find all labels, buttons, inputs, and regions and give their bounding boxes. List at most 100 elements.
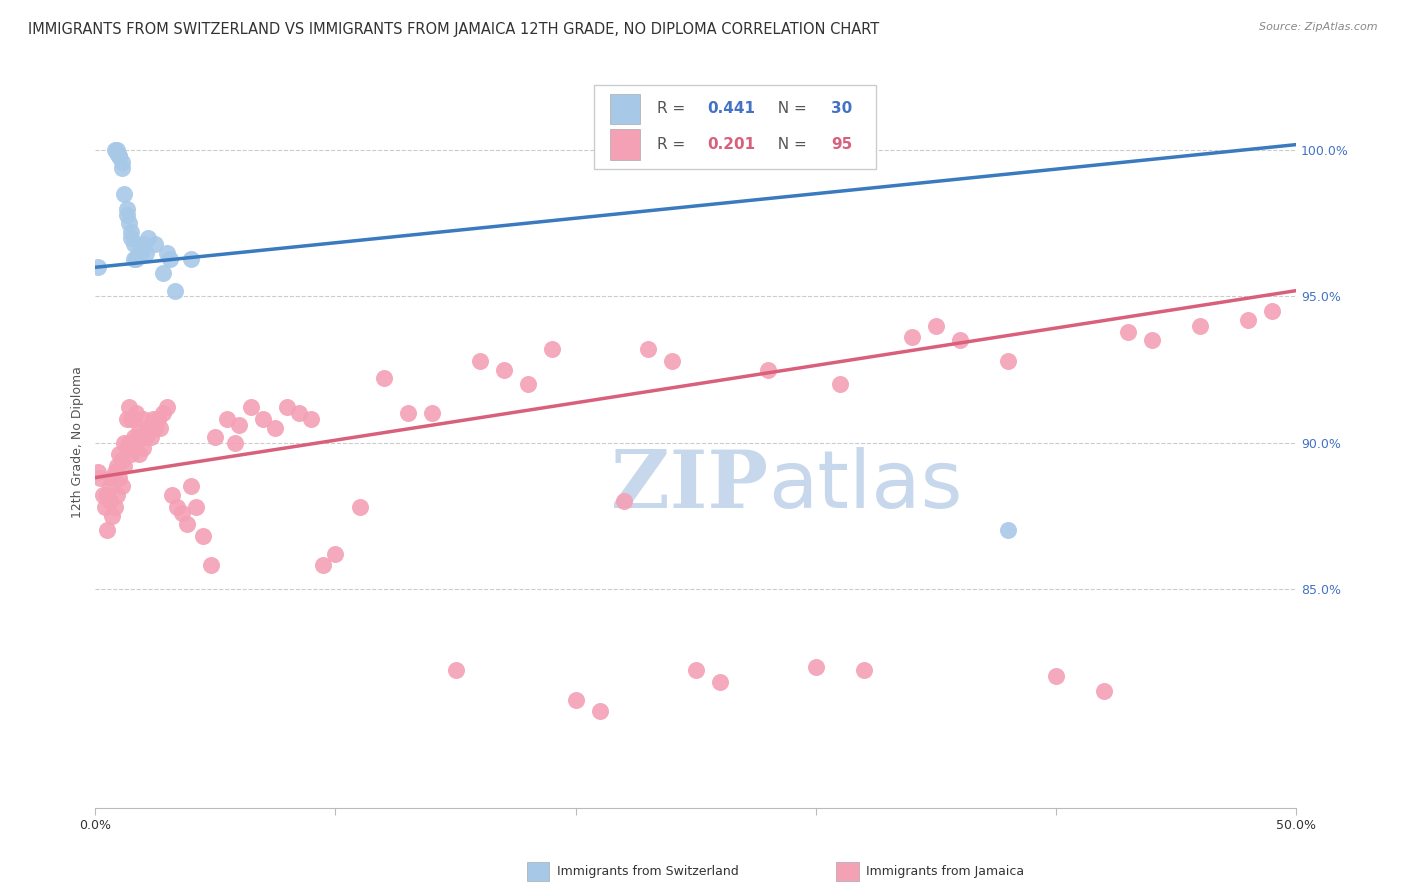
- Point: [108, 149, 131, 163]
- Point: [240, 401, 263, 415]
- Point: [120, 447, 142, 461]
- Point: [204, 430, 226, 444]
- Point: [101, 508, 124, 523]
- Point: [135, 430, 157, 444]
- Point: [132, 236, 155, 251]
- Point: [661, 353, 683, 368]
- Point: [98, 479, 121, 493]
- Point: [152, 406, 174, 420]
- Point: [103, 465, 125, 479]
- Point: [129, 430, 152, 444]
- Text: 95: 95: [831, 137, 852, 153]
- Point: [997, 523, 1019, 537]
- Point: [264, 421, 287, 435]
- Point: [108, 149, 131, 163]
- Point: [160, 488, 183, 502]
- Point: [103, 144, 125, 158]
- Point: [128, 447, 150, 461]
- Point: [125, 252, 148, 266]
- Point: [516, 377, 538, 392]
- Point: [1140, 333, 1163, 347]
- Point: [111, 453, 134, 467]
- Point: [132, 412, 155, 426]
- Point: [142, 412, 165, 426]
- Text: atlas: atlas: [768, 447, 962, 525]
- Point: [98, 494, 121, 508]
- Point: [1237, 313, 1260, 327]
- Point: [96, 488, 118, 502]
- Point: [118, 217, 141, 231]
- Point: [228, 417, 250, 432]
- Text: N =: N =: [768, 137, 811, 153]
- Point: [145, 421, 167, 435]
- Text: Source: ZipAtlas.com: Source: ZipAtlas.com: [1260, 22, 1378, 32]
- Point: [186, 500, 208, 514]
- Text: Immigrants from Jamaica: Immigrants from Jamaica: [866, 865, 1024, 878]
- Point: [852, 663, 875, 677]
- Text: ZIP: ZIP: [610, 447, 768, 525]
- Point: [804, 660, 827, 674]
- Point: [276, 401, 298, 415]
- Text: 0.441: 0.441: [707, 102, 755, 116]
- Point: [115, 208, 138, 222]
- Point: [105, 458, 128, 473]
- Point: [224, 435, 246, 450]
- Point: [468, 353, 491, 368]
- Point: [180, 479, 202, 493]
- Point: [540, 342, 562, 356]
- Point: [111, 155, 134, 169]
- Point: [122, 252, 145, 266]
- Text: R =: R =: [657, 102, 690, 116]
- Point: [125, 406, 148, 420]
- Point: [349, 500, 371, 514]
- Point: [564, 692, 586, 706]
- Point: [122, 430, 145, 444]
- Point: [828, 144, 851, 158]
- Point: [637, 342, 659, 356]
- Text: Immigrants from Switzerland: Immigrants from Switzerland: [557, 865, 738, 878]
- Point: [135, 245, 157, 260]
- Point: [180, 252, 202, 266]
- Point: [112, 435, 135, 450]
- FancyBboxPatch shape: [593, 85, 876, 169]
- Point: [613, 494, 636, 508]
- Point: [288, 406, 311, 420]
- Point: [159, 252, 181, 266]
- Point: [170, 506, 193, 520]
- Point: [122, 236, 145, 251]
- Point: [925, 318, 948, 333]
- Point: [139, 430, 162, 444]
- Point: [149, 421, 172, 435]
- Point: [312, 558, 335, 573]
- Point: [217, 412, 239, 426]
- Text: N =: N =: [768, 102, 811, 116]
- Text: 30: 30: [831, 102, 852, 116]
- Point: [1116, 325, 1139, 339]
- Point: [108, 447, 131, 461]
- Point: [709, 675, 731, 690]
- Point: [105, 488, 128, 502]
- Point: [325, 547, 347, 561]
- Point: [118, 435, 141, 450]
- Text: IMMIGRANTS FROM SWITZERLAND VS IMMIGRANTS FROM JAMAICA 12TH GRADE, NO DIPLOMA CO: IMMIGRANTS FROM SWITZERLAND VS IMMIGRANT…: [28, 22, 879, 37]
- Point: [128, 424, 150, 438]
- Point: [136, 421, 159, 435]
- Point: [152, 266, 174, 280]
- Point: [103, 500, 125, 514]
- FancyBboxPatch shape: [610, 94, 641, 124]
- Point: [118, 401, 141, 415]
- Point: [115, 412, 138, 426]
- Point: [166, 500, 188, 514]
- Point: [193, 529, 215, 543]
- Point: [132, 442, 155, 456]
- Point: [108, 470, 131, 484]
- Point: [96, 523, 118, 537]
- Text: R =: R =: [657, 137, 690, 153]
- Point: [129, 245, 152, 260]
- Point: [901, 330, 924, 344]
- Point: [156, 401, 179, 415]
- Point: [136, 231, 159, 245]
- Point: [146, 412, 169, 426]
- Point: [685, 663, 707, 677]
- Point: [420, 406, 443, 420]
